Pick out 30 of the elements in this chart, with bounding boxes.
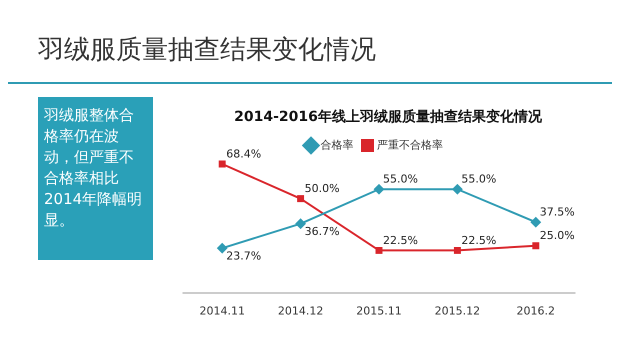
point [530,217,541,228]
point [374,184,384,194]
x-tick-label: 2014.12 [278,304,324,318]
data-label: 37.5% [540,206,575,219]
legend-label: 合格率 [320,138,354,152]
x-tick-label: 2016.2 [516,304,556,318]
data-label: 55.0% [461,172,496,186]
data-label: 23.7% [226,250,262,263]
point [217,243,228,254]
x-tick-label: 2014.11 [199,304,245,318]
point [376,246,382,254]
point [296,218,306,229]
chart-title: 羽绒服质量抽查结果变化情况 [38,34,376,67]
point [218,160,226,168]
data-label: 36.7% [304,225,340,238]
data-label: 22.5% [383,234,418,247]
data-label: 22.5% [461,234,496,247]
point [452,184,462,194]
x-tick-label: 2015.12 [434,304,480,318]
chart-subtitle: 2014-2016年线上羽绒服质量抽查结果变化情况 [233,108,543,126]
text: 羽绒服整体合格率仍在波动，但严重不合格率相比2014年降幅明显。 [44,105,144,231]
x-tick-label: 2015.11 [356,304,402,318]
data-label: 55.0% [383,172,418,186]
data-label: 25.0% [540,229,575,242]
point [532,242,540,250]
data-label: 50.0% [304,182,340,196]
data-label: 68.4% [226,147,262,160]
point [454,246,461,254]
point [297,195,304,202]
legend-label: 严重不合格率 [377,138,443,152]
